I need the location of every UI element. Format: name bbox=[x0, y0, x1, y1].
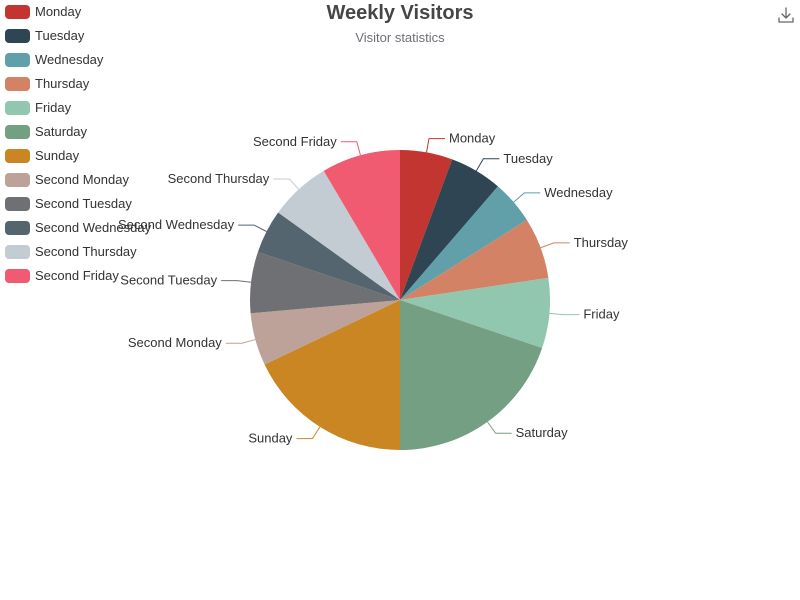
slice-label-thursday: Thursday bbox=[574, 235, 629, 250]
legend-label: Saturday bbox=[35, 124, 88, 139]
legend-label: Monday bbox=[35, 4, 82, 19]
pie-slice-tuesday[interactable] bbox=[400, 159, 498, 300]
legend-item-sunday[interactable]: Sunday bbox=[5, 148, 80, 163]
pie-slice-saturday[interactable] bbox=[400, 300, 543, 450]
pie-slice-monday[interactable] bbox=[400, 150, 453, 300]
chart-title: Weekly Visitors bbox=[326, 2, 473, 24]
legend-label: Tuesday bbox=[35, 28, 85, 43]
label-line-saturday bbox=[487, 421, 512, 434]
legend-item-wednesday[interactable]: Wednesday bbox=[5, 52, 104, 67]
legend-item-friday[interactable]: Friday bbox=[5, 100, 72, 115]
pie-slice-thursday[interactable] bbox=[400, 219, 549, 300]
label-line-monday bbox=[426, 138, 446, 153]
legend-item-second-thursday[interactable]: Second Thursday bbox=[5, 244, 137, 259]
label-line-second-thursday bbox=[273, 178, 300, 190]
legend-item-thursday[interactable]: Thursday bbox=[5, 76, 90, 91]
label-line-sunday bbox=[296, 426, 321, 440]
legend-swatch bbox=[5, 5, 30, 19]
pie-slice-second-tuesday[interactable] bbox=[250, 251, 400, 314]
legend-item-monday[interactable]: Monday bbox=[5, 4, 82, 19]
slice-label-second-tuesday: Second Tuesday bbox=[120, 273, 217, 288]
pie-slice-second-friday[interactable] bbox=[323, 150, 400, 300]
label-line-friday bbox=[549, 312, 580, 316]
label-line-second-monday bbox=[225, 339, 256, 344]
slice-label-wednesday: Wednesday bbox=[544, 185, 613, 200]
slice-label-saturday: Saturday bbox=[516, 425, 569, 440]
legend-swatch bbox=[5, 269, 30, 283]
slice-label-monday: Monday bbox=[449, 131, 496, 146]
pie-slice-second-thursday[interactable] bbox=[278, 170, 400, 300]
legend-swatch bbox=[5, 53, 30, 67]
pie-slice-second-wednesday[interactable] bbox=[257, 212, 400, 300]
label-line-thursday bbox=[540, 242, 570, 249]
legend-swatch bbox=[5, 125, 30, 139]
pie-slice-second-monday[interactable] bbox=[250, 300, 400, 365]
pie-slices bbox=[250, 150, 550, 450]
legend-item-second-tuesday[interactable]: Second Tuesday bbox=[5, 196, 132, 211]
legend-swatch bbox=[5, 173, 30, 187]
legend-label: Second Wednesday bbox=[35, 220, 152, 235]
legend-item-saturday[interactable]: Saturday bbox=[5, 124, 88, 139]
legend-swatch bbox=[5, 29, 30, 43]
legend-label: Second Thursday bbox=[35, 244, 137, 259]
legend-label: Friday bbox=[35, 100, 72, 115]
legend-item-second-friday[interactable]: Second Friday bbox=[5, 268, 119, 283]
legend-swatch bbox=[5, 101, 30, 115]
legend-label: Second Friday bbox=[35, 268, 119, 283]
legend-item-second-monday[interactable]: Second Monday bbox=[5, 172, 129, 187]
label-line-tuesday bbox=[475, 158, 500, 172]
pie-slice-wednesday[interactable] bbox=[400, 186, 527, 300]
slice-label-tuesday: Tuesday bbox=[503, 151, 553, 166]
pie-labels: Monday Tuesday Wednesday Thursday Friday Satu… bbox=[118, 131, 628, 446]
legend: Monday Tuesday Wednesday Thursday Friday Satu… bbox=[5, 4, 152, 283]
legend-label: Wednesday bbox=[35, 52, 104, 67]
legend-item-second-wednesday[interactable]: Second Wednesday bbox=[5, 220, 152, 235]
legend-label: Second Monday bbox=[35, 172, 129, 187]
download-icon[interactable] bbox=[778, 7, 794, 23]
legend-label: Thursday bbox=[35, 76, 90, 91]
label-line-wednesday bbox=[513, 192, 541, 203]
slice-label-second-wednesday: Second Wednesday bbox=[118, 217, 235, 232]
legend-label: Sunday bbox=[35, 148, 80, 163]
legend-swatch bbox=[5, 245, 30, 259]
legend-swatch bbox=[5, 77, 30, 91]
slice-label-second-monday: Second Monday bbox=[128, 335, 222, 350]
slice-label-sunday: Sunday bbox=[248, 431, 293, 446]
label-line-second-tuesday bbox=[221, 280, 252, 283]
label-line-second-wednesday bbox=[238, 224, 267, 232]
legend-swatch bbox=[5, 197, 30, 211]
legend-swatch bbox=[5, 221, 30, 235]
label-line-second-friday bbox=[340, 141, 361, 156]
pie-slice-friday[interactable] bbox=[400, 277, 550, 349]
legend-swatch bbox=[5, 149, 30, 163]
legend-label: Second Tuesday bbox=[35, 196, 132, 211]
chart-subtitle: Visitor statistics bbox=[355, 30, 445, 45]
slice-label-friday: Friday bbox=[583, 307, 620, 322]
slice-label-second-thursday: Second Thursday bbox=[168, 171, 270, 186]
pie-slice-sunday[interactable] bbox=[264, 300, 400, 450]
slice-label-second-friday: Second Friday bbox=[253, 134, 337, 149]
legend-item-tuesday[interactable]: Tuesday bbox=[5, 28, 85, 43]
